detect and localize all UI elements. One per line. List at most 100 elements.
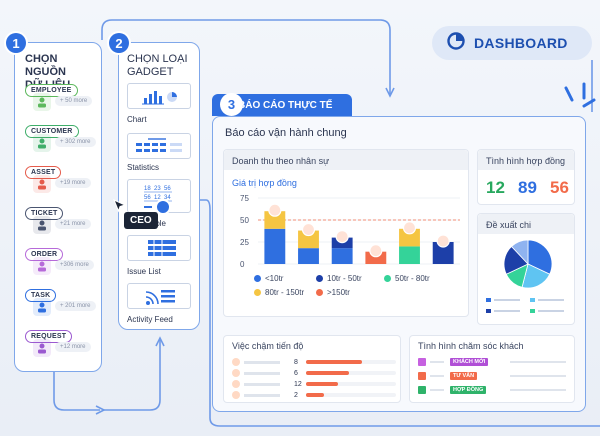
avatar	[232, 391, 240, 399]
bar-segment	[365, 251, 387, 264]
data-source-item[interactable]: EMPLOYEE + 50 more	[25, 79, 105, 111]
bar-segment	[399, 246, 420, 264]
gadget-chart[interactable]	[127, 83, 191, 109]
delay-progress-track	[306, 371, 396, 375]
care-status-square	[418, 358, 426, 366]
placeholder-text-bar	[244, 382, 280, 386]
placeholder-text-bar	[510, 375, 566, 377]
data-source-item[interactable]: CUSTOMER + 302 more	[25, 120, 105, 152]
y-tick-label: 50	[240, 216, 249, 225]
data-source-title: CHỌN NGUỒN DỮ LIỆU	[25, 53, 70, 91]
contract-stat-1: 12	[486, 178, 505, 197]
report-panel-header: BÁO CÁO THỰC TẾ	[212, 94, 352, 116]
gadget-activity-feed-label: Activity Feed	[127, 315, 173, 324]
data-source-chip: REQUEST	[25, 330, 73, 343]
delay-progress-row: 6	[232, 369, 396, 377]
data-source-item[interactable]: ORDER +306 more	[25, 243, 105, 275]
avatar	[232, 369, 240, 377]
step-2-badge: 2	[109, 33, 129, 53]
proposal-card: Đề xuất chi	[477, 213, 575, 325]
revenue-card: Doanh thu theo nhân sự Giá trị hợp đồng …	[223, 149, 469, 317]
asset-icon	[33, 175, 51, 193]
bar-segment	[399, 228, 420, 247]
revenue-card-subtitle: Giá trị hợp đồng	[232, 178, 297, 188]
employee-avatar	[402, 221, 417, 235]
contract-stat-2: 89	[518, 178, 537, 197]
cart-icon	[33, 257, 51, 275]
delay-progress-fill	[306, 382, 338, 386]
proposal-card-header	[478, 214, 574, 234]
ceo-tag: CEO	[124, 212, 158, 229]
delay-count: 8	[294, 358, 298, 366]
care-status-tag: KHÁCH MỚI	[450, 358, 489, 366]
bar-segment	[298, 248, 319, 264]
contract-card-header	[478, 150, 574, 170]
delay-count: 2	[294, 391, 298, 399]
chart-legend-item: 80tr - 150tr	[254, 288, 304, 297]
delay-progress-fill	[306, 371, 350, 375]
placeholder-text-bar	[430, 375, 444, 377]
bar-segment	[264, 228, 286, 264]
data-source-more-count: + 50 more	[55, 96, 93, 106]
care-status-tag: TƯ VẤN	[450, 372, 478, 380]
data-source-more-count: + 302 more	[55, 137, 96, 147]
data-source-chip: TASK	[25, 289, 57, 302]
legend-dot	[316, 275, 323, 282]
statistics-icon	[136, 138, 182, 152]
data-source-more-count: + 201 more	[55, 301, 96, 311]
placeholder-text-bar	[430, 361, 444, 363]
pivot-number: 56	[144, 195, 151, 201]
bar-segment	[264, 211, 286, 229]
data-source-item[interactable]: TASK + 201 more	[25, 284, 105, 316]
employee-avatar	[301, 222, 316, 237]
contract-stat-3: 56	[550, 178, 569, 197]
delay-progress-track	[306, 360, 396, 364]
delay-progress-track	[306, 382, 396, 386]
contract-card: Tình hình hợp đồng 12 89 56	[477, 149, 575, 205]
users-icon	[33, 134, 51, 152]
care-status-square	[418, 386, 426, 394]
data-source-chip: ASSET	[25, 166, 62, 179]
gadget-issue-list[interactable]	[127, 235, 191, 261]
delay-progress-row: 2	[232, 391, 396, 399]
step-1-badge: 1	[6, 33, 26, 53]
employee-avatar	[369, 244, 383, 258]
report-panel: Báo cáo vận hành chung Doanh thu theo nh…	[212, 116, 586, 412]
data-source-item[interactable]: ASSET +19 more	[25, 161, 105, 193]
person-icon	[33, 93, 51, 111]
dashboard-logo: DASHBOARD	[432, 26, 592, 60]
data-source-item[interactable]: TICKET +21 more	[25, 202, 105, 234]
delay-progress-fill	[306, 360, 362, 364]
legend-label: <10tr	[265, 274, 284, 283]
ticket-icon	[33, 216, 51, 234]
y-tick-label: 25	[240, 238, 249, 247]
bar-chart-icon	[142, 91, 177, 105]
data-source-item[interactable]: REQUEST +12 more	[25, 325, 105, 357]
dashboard-logo-label: DASHBOARD	[474, 35, 568, 51]
revenue-bar-chart: 75 50 25 0	[240, 194, 460, 269]
bar-segment	[331, 248, 353, 264]
delay-progress-row: 12	[232, 380, 396, 388]
legend-dot	[316, 289, 323, 296]
data-source-chip: ORDER	[25, 248, 64, 261]
placeholder-text-bar	[510, 389, 566, 391]
activity-feed-icon	[145, 290, 175, 305]
ceo-avatar	[155, 199, 171, 215]
avatar	[232, 358, 240, 366]
gadget-issue-list-label: Issue List	[127, 267, 161, 276]
gadget-statistics[interactable]	[127, 133, 191, 159]
placeholder-text-bar	[244, 393, 280, 397]
gadget-activity-feed[interactable]	[127, 283, 191, 309]
legend-label: 10tr - 50tr	[327, 274, 362, 283]
chart-legend-item: 10tr - 50tr	[316, 274, 362, 283]
chart-legend-item: >150tr	[316, 288, 350, 297]
data-source-more-count: +19 more	[55, 178, 91, 188]
delay-count: 6	[294, 369, 298, 377]
care-status-square	[418, 372, 426, 380]
pivot-number: 12	[154, 195, 161, 201]
employee-avatar	[268, 203, 282, 217]
pie-slice	[521, 263, 551, 289]
pivot-number: 56	[164, 186, 171, 192]
y-tick-label: 0	[240, 260, 245, 269]
delay-progress-fill	[306, 393, 324, 397]
